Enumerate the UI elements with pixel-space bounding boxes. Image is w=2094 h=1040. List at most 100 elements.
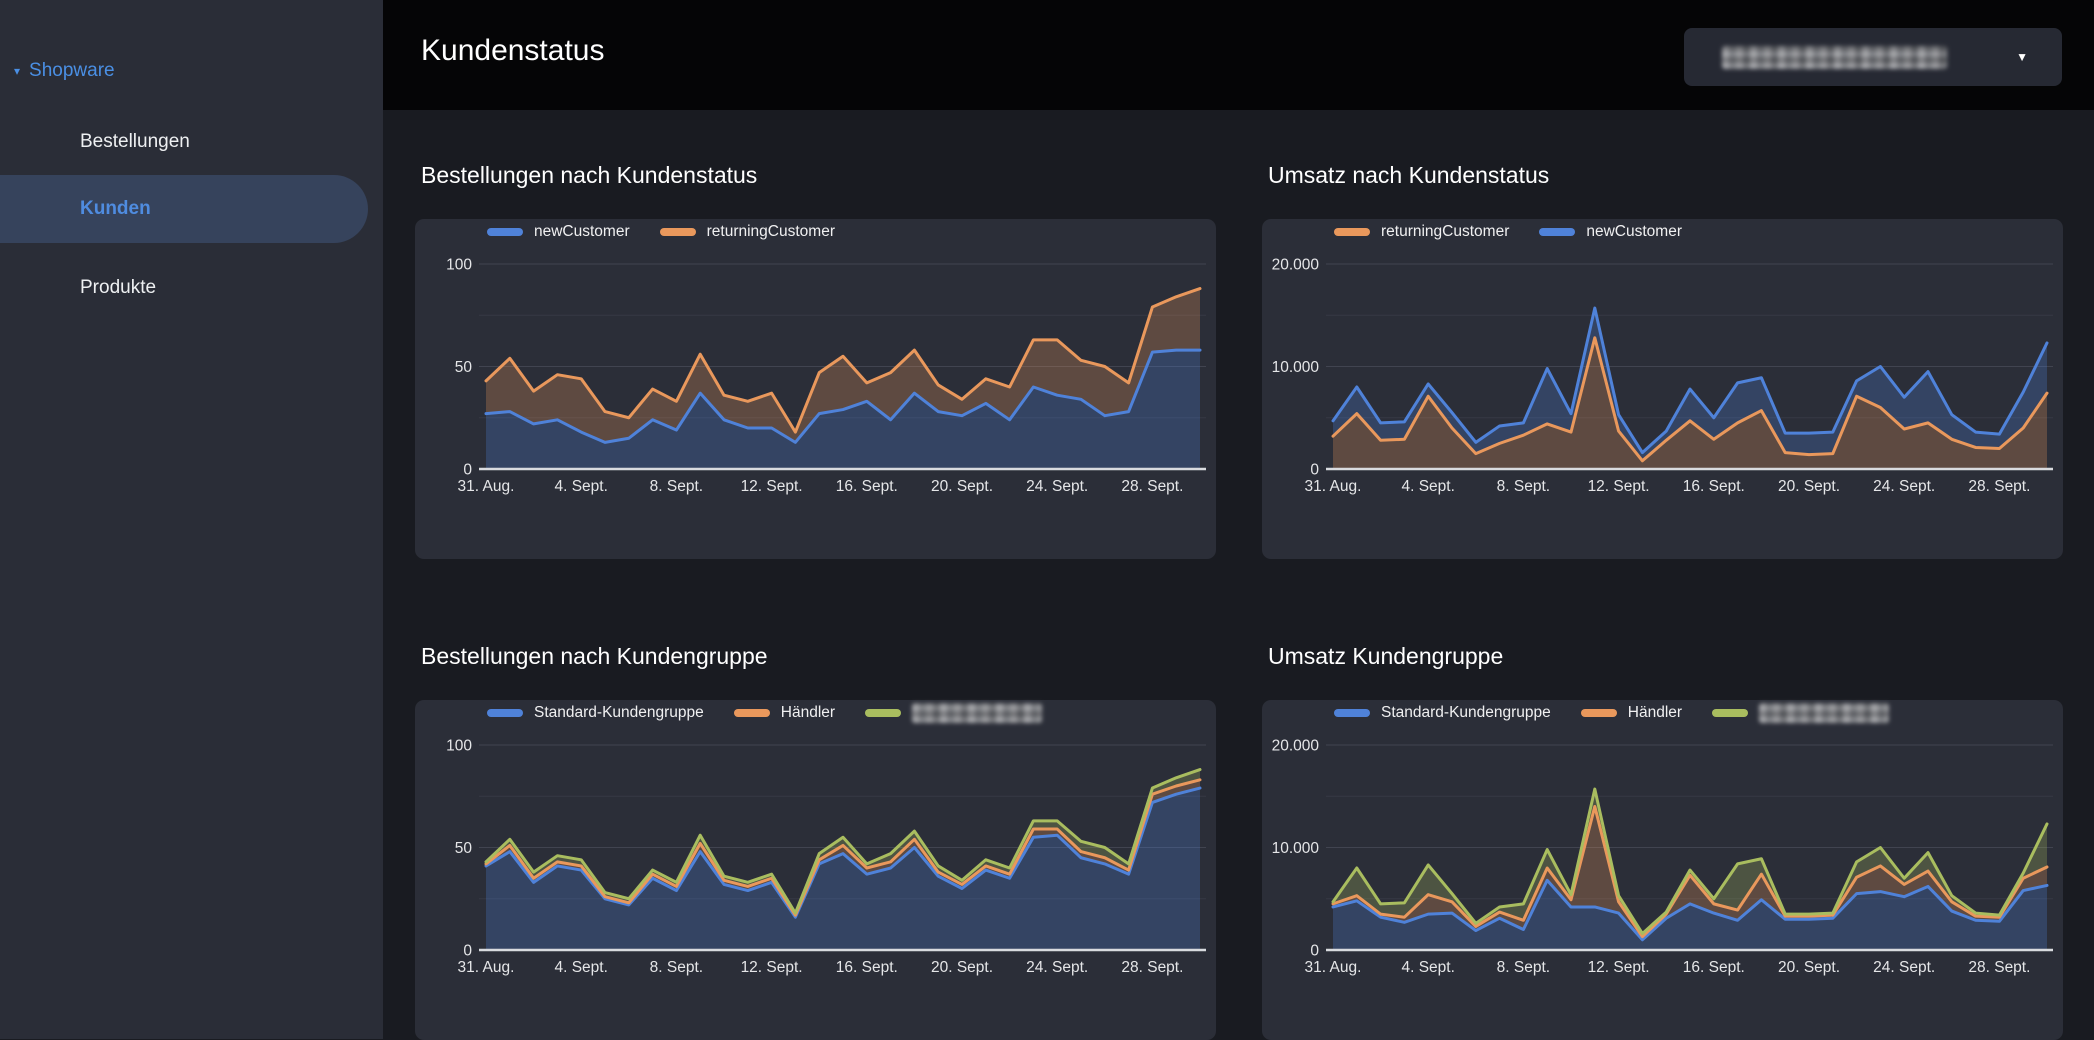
x-axis-label: 28. Sept. xyxy=(1968,959,2030,976)
x-axis-label: 28. Sept. xyxy=(1121,959,1183,976)
panel-title: Bestellungen nach Kundenstatus xyxy=(421,162,758,188)
top-bar: Kundenstatus ▼ xyxy=(383,0,2094,110)
y-axis-label: 10.000 xyxy=(1272,359,1320,376)
chart-legend: Standard-Kundengruppe Händler xyxy=(1334,700,2063,726)
series-line-Haendler xyxy=(1331,805,2049,939)
x-axis-label: 8. Sept. xyxy=(1497,959,1550,976)
legend-item[interactable]: newCustomer xyxy=(1539,223,1682,241)
y-axis-label: 50 xyxy=(455,840,473,857)
series-area-newCustomer xyxy=(1333,308,2047,461)
legend-item[interactable] xyxy=(1712,703,1890,723)
legend-item[interactable]: newCustomer xyxy=(487,223,630,241)
series-line-redactedGroup xyxy=(1331,787,2049,936)
legend-item[interactable]: returningCustomer xyxy=(659,223,835,241)
panel-title: Umsatz nach Kundenstatus xyxy=(1268,162,1550,188)
legend-label-redacted xyxy=(1759,703,1890,723)
sidebar-item-kunden-active-pill[interactable]: Kunden xyxy=(0,175,368,243)
x-axis-label: 24. Sept. xyxy=(1026,478,1088,495)
legend-label-redacted xyxy=(912,703,1043,723)
area-chart: 0 50 100 31. Aug. 4. Sept. 8. Sept. 12. Sept. 1… xyxy=(446,738,1206,976)
panel-title: Bestellungen nach Kundengruppe xyxy=(421,643,768,669)
legend-label: newCustomer xyxy=(1586,223,1682,240)
x-axis-label: 24. Sept. xyxy=(1026,959,1088,976)
x-axis-label: 4. Sept. xyxy=(554,478,607,495)
x-axis-label: 8. Sept. xyxy=(650,478,703,495)
y-axis-label: 50 xyxy=(455,359,473,376)
legend-swatch xyxy=(1580,709,1617,717)
chart-card: Standard-Kundengruppe Händler 0 50 100 31. A… xyxy=(415,700,1216,1040)
x-axis-label: 28. Sept. xyxy=(1121,478,1183,495)
brand-label: Shopware xyxy=(29,60,115,81)
x-axis-label: 16. Sept. xyxy=(1683,478,1745,495)
chart-plot[interactable]: 0 50 100 31. Aug. 4. Sept. 8. Sept. 12. Sept. 1… xyxy=(415,245,1216,505)
sidebar-brand-shopware[interactable]: ▾ Shopware xyxy=(14,60,115,82)
y-axis-label: 0 xyxy=(463,943,472,960)
legend-item[interactable] xyxy=(865,703,1043,723)
main-content: Kundenstatus ▼ Bestellungen nach Kundens… xyxy=(383,0,2094,1040)
dashboard-grid: Bestellungen nach Kundenstatus newCustom… xyxy=(383,110,2094,1040)
x-axis-label: 8. Sept. xyxy=(650,959,703,976)
x-axis-label: 20. Sept. xyxy=(931,478,993,495)
x-axis-label: 12. Sept. xyxy=(1588,959,1650,976)
x-axis-label: 16. Sept. xyxy=(836,478,898,495)
legend-label: Standard-Kundengruppe xyxy=(534,704,704,721)
y-axis-label: 0 xyxy=(463,462,472,479)
chart-plot[interactable]: 0 10.000 20.000 31. Aug. 4. Sept. 8. Sept. 12.… xyxy=(1262,245,2063,505)
sidebar-item-kunden[interactable]: Kunden xyxy=(80,198,151,219)
area-chart: 0 10.000 20.000 31. Aug. 4. Sept. 8. Sept. 12.… xyxy=(1272,738,2053,976)
legend-label: Standard-Kundengruppe xyxy=(1381,704,1551,721)
legend-label: Händler xyxy=(780,704,836,721)
legend-swatch xyxy=(1539,228,1576,236)
series-area-Standard-Kundengruppe xyxy=(1333,880,2047,950)
panel-revenue-by-customer-status: Umsatz nach Kundenstatus returningCustom… xyxy=(1262,110,2063,559)
area-chart: 0 10.000 20.000 31. Aug. 4. Sept. 8. Sept. 12.… xyxy=(1272,257,2053,495)
legend-label: returningCustomer xyxy=(706,223,835,240)
date-range-dropdown[interactable]: ▼ xyxy=(1684,28,2062,86)
x-axis-label: 4. Sept. xyxy=(554,959,607,976)
chart-plot[interactable]: 0 10.000 20.000 31. Aug. 4. Sept. 8. Sept. 12.… xyxy=(1262,726,2063,986)
x-axis-label: 31. Aug. xyxy=(1305,959,1362,976)
x-axis-label: 24. Sept. xyxy=(1873,959,1935,976)
y-axis-label: 100 xyxy=(446,738,472,755)
legend-item[interactable]: Standard-Kundengruppe xyxy=(487,704,704,722)
x-axis-label: 4. Sept. xyxy=(1401,959,1454,976)
x-axis-label: 31. Aug. xyxy=(1305,478,1362,495)
legend-swatch xyxy=(1712,709,1749,717)
legend-swatch xyxy=(487,228,523,236)
x-axis-label: 20. Sept. xyxy=(1778,478,1840,495)
legend-item[interactable]: Standard-Kundengruppe xyxy=(1334,704,1551,722)
legend-item[interactable]: returningCustomer xyxy=(1334,223,1509,241)
y-axis-label: 10.000 xyxy=(1272,840,1320,857)
legend-label: Händler xyxy=(1627,704,1683,721)
x-axis-label: 20. Sept. xyxy=(1778,959,1840,976)
legend-swatch xyxy=(487,709,523,717)
panel-orders-by-customer-status: Bestellungen nach Kundenstatus newCustom… xyxy=(415,110,1216,559)
x-axis-label: 12. Sept. xyxy=(1588,478,1650,495)
panel-revenue-by-customer-group: Umsatz Kundengruppe Standard-Kundengrupp… xyxy=(1262,559,2063,1040)
date-range-value-redacted xyxy=(1722,45,1947,69)
series-line-returningCustomer xyxy=(1331,336,2049,463)
legend-item[interactable]: Händler xyxy=(1580,704,1683,722)
chart-card: returningCustomer newCustomer 0 10.000 20.0… xyxy=(1262,219,2063,559)
legend-swatch xyxy=(1334,228,1370,236)
legend-item[interactable]: Händler xyxy=(733,704,836,722)
legend-swatch xyxy=(733,709,770,717)
sidebar-item-bestellungen[interactable]: Bestellungen xyxy=(80,131,190,152)
series-line-newCustomer xyxy=(1331,306,2049,455)
panel-orders-by-customer-group: Bestellungen nach Kundengruppe Standard-… xyxy=(415,559,1216,1040)
x-axis-label: 24. Sept. xyxy=(1873,478,1935,495)
series-line-redactedGroup xyxy=(484,768,1202,915)
y-axis-label: 100 xyxy=(446,257,472,274)
x-axis-label: 31. Aug. xyxy=(458,478,515,495)
chart-plot[interactable]: 0 50 100 31. Aug. 4. Sept. 8. Sept. 12. Sept. 1… xyxy=(415,726,1216,986)
series-line-returningCustomer xyxy=(484,287,1202,434)
legend-label: returningCustomer xyxy=(1381,223,1510,240)
x-axis-label: 12. Sept. xyxy=(741,478,803,495)
series-area-returningCustomer xyxy=(486,288,1200,443)
y-axis-label: 20.000 xyxy=(1272,738,1320,755)
sidebar-item-produkte[interactable]: Produkte xyxy=(80,277,157,298)
x-axis-label: 16. Sept. xyxy=(1683,959,1745,976)
legend-label: newCustomer xyxy=(534,223,630,240)
series-area-Standard-Kundengruppe xyxy=(486,788,1200,950)
chevron-down-icon: ▾ xyxy=(14,64,21,78)
